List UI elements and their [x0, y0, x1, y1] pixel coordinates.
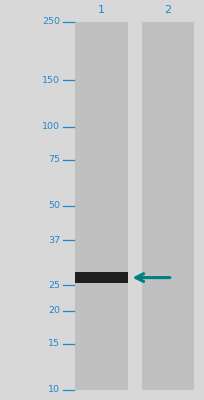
Text: 150: 150: [42, 76, 60, 85]
Bar: [75, 22, 127, 390]
Text: 37: 37: [48, 236, 60, 245]
Bar: [75, 272, 127, 283]
Text: 25: 25: [48, 281, 60, 290]
Text: 10: 10: [48, 386, 60, 394]
Bar: [141, 22, 193, 390]
Text: 250: 250: [42, 18, 60, 26]
Text: 100: 100: [42, 122, 60, 131]
Text: 2: 2: [164, 5, 171, 15]
Text: 15: 15: [48, 339, 60, 348]
Text: 75: 75: [48, 155, 60, 164]
Text: 1: 1: [98, 5, 104, 15]
Text: 20: 20: [48, 306, 60, 315]
Text: 50: 50: [48, 202, 60, 210]
